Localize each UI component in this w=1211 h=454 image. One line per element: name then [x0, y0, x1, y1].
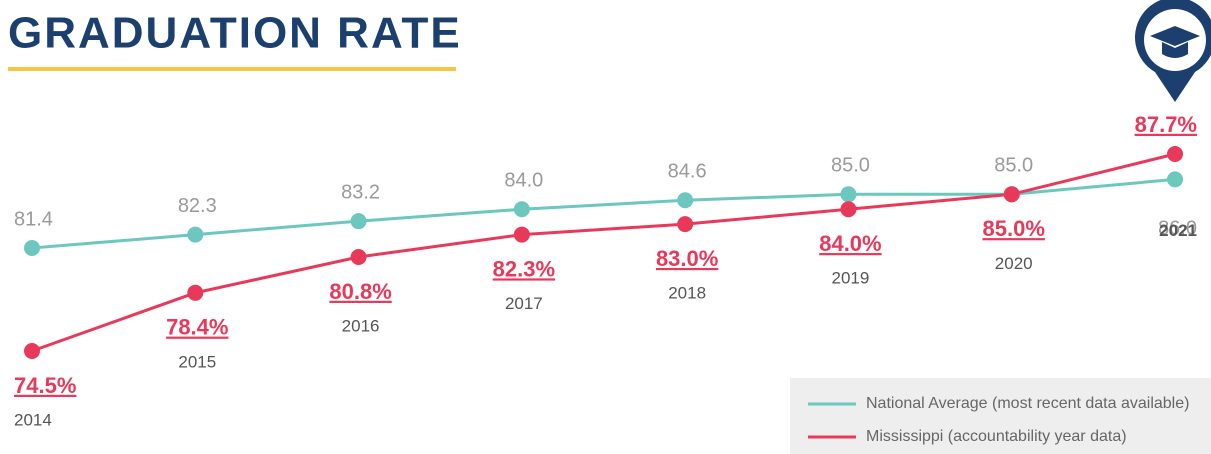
point [187, 226, 204, 243]
value-label: 82.3 [178, 195, 217, 217]
legend-label: National Average (most recent data avail… [866, 395, 1189, 412]
point [1167, 171, 1183, 188]
value-label: 86.0 [1158, 218, 1197, 240]
x-tick-label: 2018 [668, 284, 706, 303]
point [513, 201, 530, 218]
series-line [31, 152, 1176, 353]
value-label: 84.0% [819, 231, 881, 256]
chart-title: GRADUATION RATE [8, 9, 462, 58]
value-label: 84.6 [668, 161, 707, 183]
point [24, 343, 40, 359]
point [513, 226, 530, 243]
point [840, 201, 857, 218]
point [1003, 186, 1020, 203]
point [677, 216, 694, 233]
value-label: 81.4 [14, 208, 53, 230]
legend-box [790, 378, 1211, 454]
point [1167, 146, 1183, 162]
x-tick-label: 2015 [178, 352, 216, 371]
x-tick-label: 2014 [14, 410, 52, 429]
x-tick-label: 2016 [342, 316, 380, 335]
grad-icon [1135, 0, 1211, 102]
point [187, 284, 204, 301]
value-label: 83.2 [341, 181, 380, 203]
value-label: 78.4% [166, 315, 228, 340]
point [350, 213, 367, 230]
legend-label: Mississippi (accountability year data) [866, 428, 1127, 445]
value-label: 85.0% [983, 216, 1045, 241]
point [24, 240, 40, 257]
value-label: 84.0 [504, 170, 543, 192]
point [350, 248, 367, 265]
value-label: 85.0 [831, 155, 870, 177]
value-label: 83.0% [656, 246, 718, 271]
x-tick-label: 2020 [995, 254, 1033, 273]
series-line [31, 177, 1176, 250]
x-tick-label: 2019 [832, 269, 870, 288]
point [677, 192, 694, 209]
point [840, 186, 857, 203]
value-label: 87.7% [1135, 112, 1197, 137]
x-tick-label: 2017 [505, 294, 543, 313]
title-underline [8, 67, 456, 71]
value-label: 74.5% [14, 373, 76, 398]
value-label: 82.3% [493, 256, 555, 281]
value-label: 80.8% [329, 279, 391, 304]
value-label: 85.0 [994, 155, 1033, 177]
x-tick-label: 2021 [1159, 221, 1197, 240]
